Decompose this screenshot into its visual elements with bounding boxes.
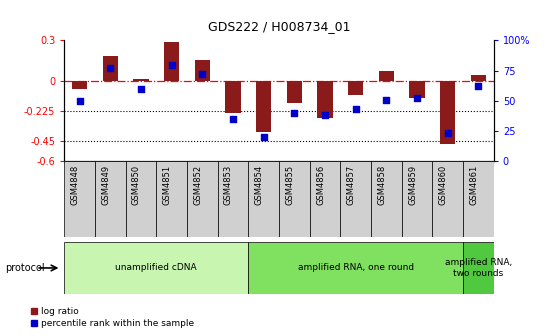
Point xyxy=(382,97,391,102)
Bar xyxy=(463,161,494,237)
Bar xyxy=(248,161,279,237)
Legend: log ratio, percentile rank within the sample: log ratio, percentile rank within the sa… xyxy=(27,303,198,332)
Point xyxy=(351,107,360,112)
Bar xyxy=(340,161,371,237)
Text: GDS222 / H008734_01: GDS222 / H008734_01 xyxy=(208,20,350,33)
Bar xyxy=(440,81,455,144)
Bar xyxy=(133,79,148,81)
Bar xyxy=(103,56,118,81)
Bar xyxy=(402,161,432,237)
Bar xyxy=(287,81,302,103)
Point xyxy=(136,86,145,91)
Text: GSM4860: GSM4860 xyxy=(439,165,448,205)
Text: amplified RNA,
two rounds: amplified RNA, two rounds xyxy=(445,258,512,278)
Bar xyxy=(348,81,363,95)
Bar xyxy=(248,242,463,294)
Bar xyxy=(72,81,87,89)
Text: amplified RNA, one round: amplified RNA, one round xyxy=(297,263,414,272)
Bar xyxy=(318,81,333,118)
Text: GSM4861: GSM4861 xyxy=(469,165,478,205)
Bar xyxy=(371,161,402,237)
Bar xyxy=(410,81,425,98)
Text: GSM4857: GSM4857 xyxy=(347,165,356,205)
Bar xyxy=(95,161,126,237)
Text: GSM4859: GSM4859 xyxy=(408,165,417,205)
Bar xyxy=(195,60,210,81)
Text: GSM4858: GSM4858 xyxy=(377,165,386,205)
Bar xyxy=(156,161,187,237)
Bar xyxy=(379,71,394,81)
Text: protocol: protocol xyxy=(6,263,45,273)
Point xyxy=(105,66,115,71)
Point xyxy=(259,134,268,140)
Text: GSM4849: GSM4849 xyxy=(101,165,110,205)
Bar xyxy=(218,161,248,237)
Text: GSM4851: GSM4851 xyxy=(162,165,171,205)
Bar xyxy=(310,161,340,237)
Bar xyxy=(279,161,310,237)
Text: GSM4854: GSM4854 xyxy=(254,165,263,205)
Point xyxy=(167,62,176,67)
Text: GSM4853: GSM4853 xyxy=(224,165,233,205)
Point xyxy=(474,84,483,89)
Bar xyxy=(225,81,240,113)
Point xyxy=(320,113,329,118)
Bar xyxy=(164,42,179,81)
Bar xyxy=(64,242,248,294)
Text: GSM4856: GSM4856 xyxy=(316,165,325,205)
Bar xyxy=(463,242,494,294)
Point xyxy=(412,96,421,101)
Point xyxy=(443,131,452,136)
Point xyxy=(290,110,299,116)
Bar xyxy=(64,161,95,237)
Point xyxy=(198,72,206,77)
Text: GSM4855: GSM4855 xyxy=(285,165,295,205)
Bar xyxy=(126,161,156,237)
Text: GSM4850: GSM4850 xyxy=(132,165,141,205)
Text: unamplified cDNA: unamplified cDNA xyxy=(116,263,197,272)
Bar xyxy=(471,75,486,81)
Text: GSM4848: GSM4848 xyxy=(70,165,79,205)
Bar xyxy=(432,161,463,237)
Bar xyxy=(256,81,271,132)
Bar xyxy=(187,161,218,237)
Text: GSM4852: GSM4852 xyxy=(193,165,202,205)
Point xyxy=(229,116,238,122)
Point xyxy=(75,98,84,103)
